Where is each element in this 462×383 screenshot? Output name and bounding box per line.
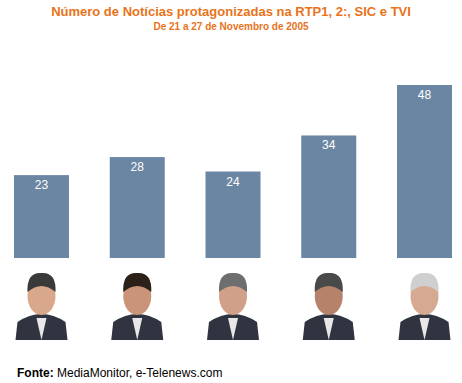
- portrait: [111, 266, 163, 340]
- portrait-frame: [15, 266, 67, 340]
- data-labels: 23 28 24 34 48: [35, 88, 432, 192]
- portrait-shirt: [420, 318, 430, 340]
- portrait-shirt: [36, 318, 46, 340]
- bars: [14, 85, 452, 258]
- data-label: 34: [322, 138, 336, 152]
- bar: [110, 157, 165, 258]
- portrait: [303, 266, 355, 340]
- subtitle: De 21 a 27 de Novembro de 2005: [153, 21, 309, 32]
- portraits: [15, 266, 450, 340]
- portrait: [207, 266, 259, 340]
- portrait-frame: [111, 266, 163, 340]
- source: Fonte: MediaMonitor, e-Telenews.com: [17, 366, 222, 380]
- portrait-hair: [27, 273, 55, 292]
- bar: [301, 135, 356, 258]
- background: [0, 0, 462, 383]
- portrait-shirt: [228, 318, 238, 340]
- portrait-frame: [207, 266, 259, 340]
- portrait: [15, 266, 67, 340]
- portrait-body: [111, 314, 163, 340]
- data-label: 23: [35, 178, 49, 192]
- data-label: 28: [131, 160, 145, 174]
- portrait: [399, 266, 451, 340]
- title: Número de Notícias protagonizadas na RTP…: [51, 4, 411, 19]
- portrait-hair: [219, 273, 247, 292]
- bar: [14, 175, 69, 258]
- portrait-frame: [399, 266, 451, 340]
- data-label: 24: [226, 175, 240, 189]
- portrait-body: [303, 314, 355, 340]
- portrait-body: [15, 314, 67, 340]
- portrait-shirt: [324, 318, 334, 340]
- bar: [206, 172, 261, 259]
- portrait-body: [207, 314, 259, 340]
- portrait-hair: [410, 273, 438, 292]
- portrait-body: [399, 314, 451, 340]
- portrait-hair: [123, 273, 151, 292]
- portrait-frame: [303, 266, 355, 340]
- data-label: 48: [418, 88, 432, 102]
- portrait-shirt: [132, 318, 142, 340]
- portrait-hair: [315, 273, 343, 292]
- bar: [397, 85, 452, 258]
- chart: Número de Notícias protagonizadas na RTP…: [0, 0, 462, 383]
